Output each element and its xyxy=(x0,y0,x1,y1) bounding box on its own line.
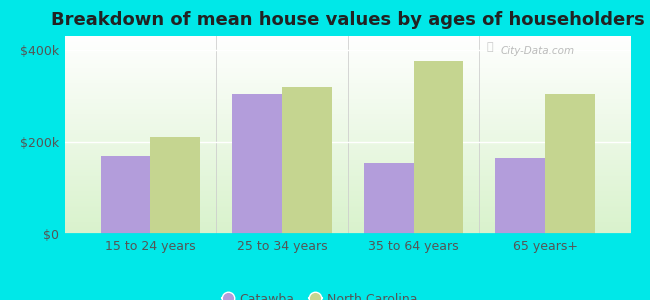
Bar xyxy=(495,158,545,234)
Bar xyxy=(282,87,332,234)
Bar xyxy=(363,163,413,234)
Text: ⓘ: ⓘ xyxy=(486,42,493,52)
Title: Breakdown of mean house values by ages of householders: Breakdown of mean house values by ages o… xyxy=(51,11,645,29)
Bar xyxy=(413,61,463,234)
Text: City-Data.com: City-Data.com xyxy=(500,46,575,56)
Bar xyxy=(101,156,151,234)
Bar xyxy=(545,94,595,234)
Bar xyxy=(151,137,200,234)
Bar xyxy=(232,94,282,234)
Legend: Catawba, North Carolina: Catawba, North Carolina xyxy=(216,288,422,300)
